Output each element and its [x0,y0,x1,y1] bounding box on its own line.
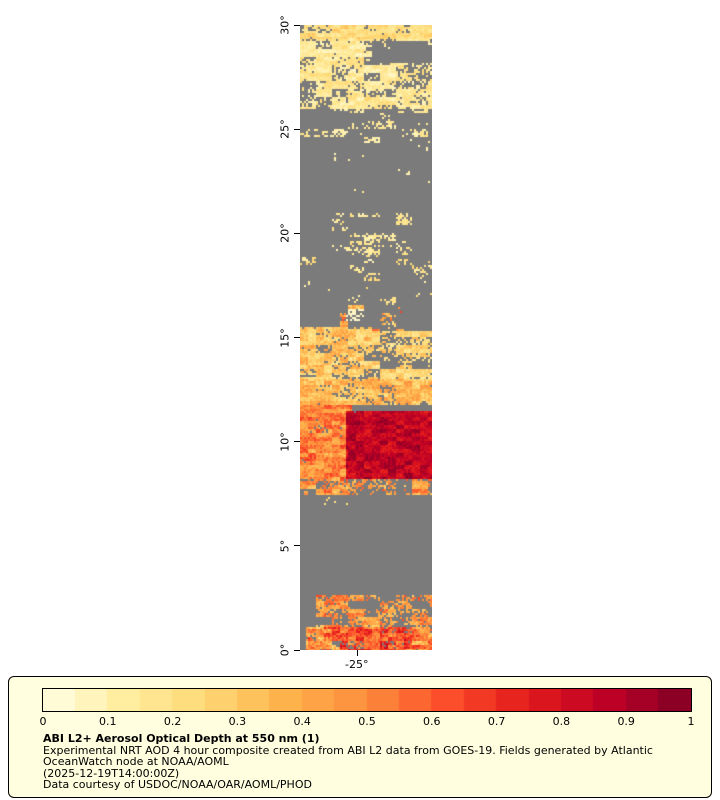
caption: ABI L2+ Aerosol Optical Depth at 550 nm … [43,733,653,791]
colorbar-tick-label: 0.9 [617,715,635,728]
colorbar-tick-label: 0.4 [293,715,311,728]
caption-title: ABI L2+ Aerosol Optical Depth at 550 nm … [43,732,320,745]
caption-line-1: Experimental NRT AOD 4 hour composite cr… [43,744,653,757]
y-axis-tick-label: 25° [278,119,292,139]
y-axis-tick-label: 20° [278,223,292,244]
colorbar-tick-label: 0.6 [423,715,441,728]
y-axis-tick-label: 0° [278,643,292,657]
colorbar-tick-label: 1 [687,715,695,728]
caption-line-2: OceanWatch node at NOAA/AOML [43,755,229,769]
colorbar-tick-label: 0 [39,715,47,728]
x-axis-tick-label: -25° [345,658,369,671]
x-axis-tick [356,650,358,656]
legend-box: 0 0.1 0.2 0.3 0.4 0.5 0.6 0.7 0.8 0.9 1 ABI L2+ Ae… [8,676,712,798]
colorbar [42,688,692,712]
y-axis-tick-label: 15° [278,327,292,348]
y-axis-tick-label: 5° [278,539,292,553]
y-axis-tick-label: 30° [278,15,292,35]
colorbar-tick-label: 0.3 [228,715,247,728]
y-axis-tick-label: 10° [278,431,292,452]
caption-line-3: (2025-12-19T14:00:00Z) [43,766,180,780]
colorbar-tick-label: 0.5 [358,715,376,728]
caption-line-4: Data courtesy of USDOC/NOAA/OAR/AOML/PHO… [43,778,312,792]
colorbar-tick-labels: 0 0.1 0.2 0.3 0.4 0.5 0.6 0.7 0.8 0.9 1 [39,715,695,729]
colorbar-tick-label: 0.1 [99,715,117,728]
colorbar-tick-label: 0.7 [487,715,506,728]
colorbar-tick-label: 0.8 [552,715,571,728]
colorbar-tick-label: 0.2 [163,715,182,728]
aod-map-canvas [300,25,432,650]
